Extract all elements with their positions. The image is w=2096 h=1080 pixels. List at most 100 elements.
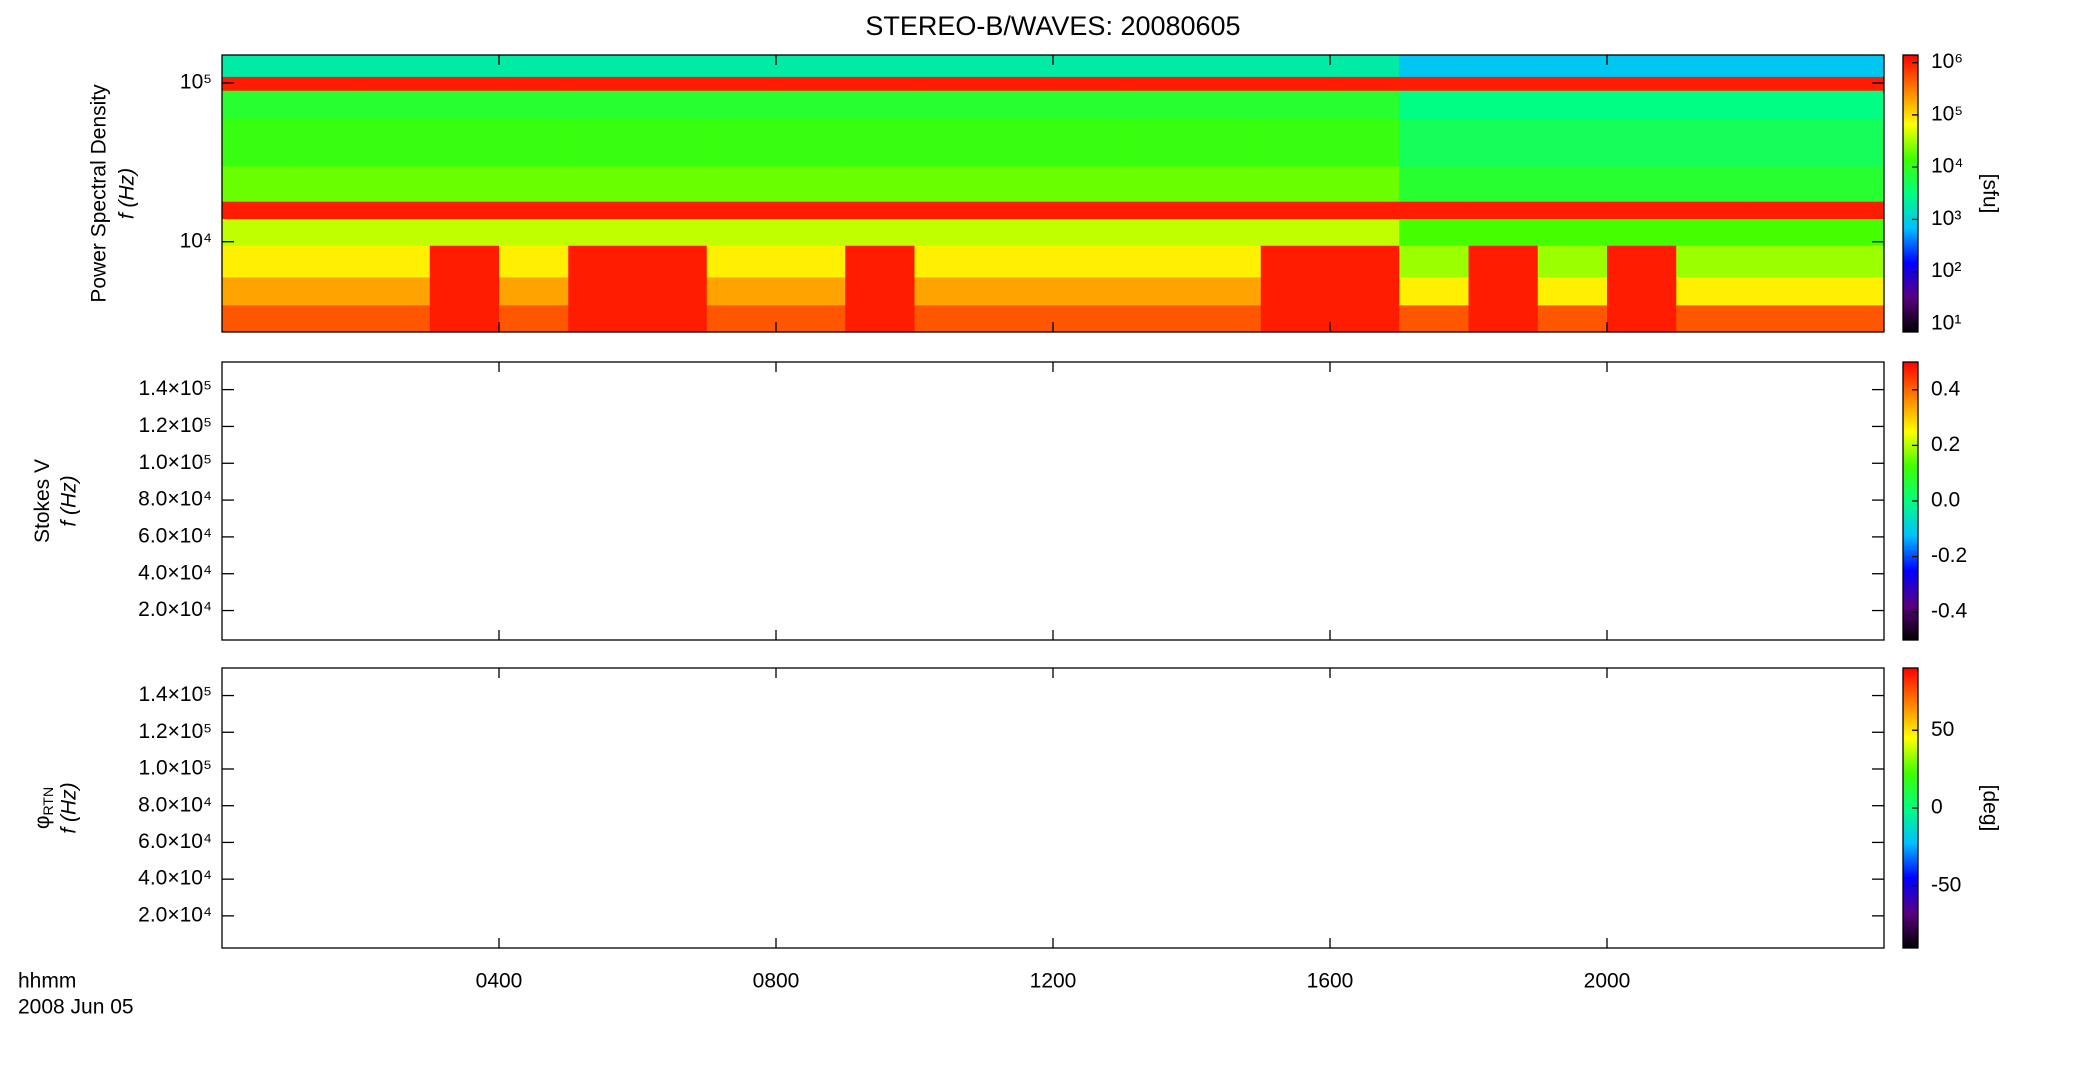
heatmap-cell: [776, 201, 846, 220]
heatmap-cell: [1814, 165, 1885, 202]
heatmap-cell: [1745, 245, 1816, 278]
heatmap-cell: [914, 90, 985, 119]
heatmap-cell: [360, 76, 431, 91]
heatmap-cell: [360, 90, 431, 119]
heatmap-cell: [914, 201, 985, 220]
heatmap-cell: [1676, 55, 1746, 77]
quantity-label: Power Spectral Density: [88, 84, 111, 303]
heatmap-cell: [706, 55, 777, 77]
quantity-subscript: RTN: [40, 787, 56, 816]
heatmap-cell: [1607, 218, 1677, 246]
y-axis-title: f (Hz): [116, 168, 139, 219]
heatmap-cell: [1537, 304, 1608, 333]
chart-title: STEREO-B/WAVES: 20080605: [865, 11, 1240, 41]
heatmap-cell: [1745, 90, 1816, 119]
heatmap-cell: [568, 165, 638, 202]
heatmap-cell: [1191, 304, 1262, 333]
heatmap-cell: [637, 304, 708, 333]
y-tick-label: 1.2×10⁵: [138, 414, 212, 437]
y-tick-label: 2.0×10⁴: [138, 903, 212, 926]
heatmap-cell: [1399, 90, 1469, 119]
heatmap-cell: [1607, 55, 1677, 77]
heatmap-cell: [1468, 201, 1539, 220]
heatmap-cell: [637, 245, 708, 278]
heatmap-cell: [1468, 276, 1539, 306]
heatmap-cell: [429, 55, 500, 77]
heatmap-cell: [1191, 245, 1262, 278]
heatmap-cell: [776, 165, 846, 202]
heatmap-cell: [776, 245, 846, 278]
heatmap-cell: [1191, 90, 1262, 119]
colorbar: [1902, 54, 1919, 333]
y-tick-label: 10⁵: [180, 71, 212, 94]
heatmap-cell: [914, 218, 985, 246]
heatmap-cell: [568, 90, 638, 119]
heatmap-cell: [1468, 76, 1539, 91]
colorbar-tick-label: 0.2: [1931, 433, 1960, 456]
heatmap-cell: [222, 118, 292, 167]
heatmap-cell: [1399, 118, 1469, 167]
heatmap-cell: [1191, 76, 1262, 91]
heatmap-cell: [845, 201, 915, 220]
x-tick-label: 2000: [1584, 970, 1631, 993]
heatmap-cell: [1399, 304, 1469, 333]
heatmap-cell: [1122, 118, 1192, 167]
heatmap-cell: [360, 276, 431, 306]
heatmap-cell: [1814, 304, 1885, 333]
plot-frame: [221, 361, 1885, 641]
heatmap-cell: [1607, 245, 1677, 278]
heatmap-cell: [1122, 90, 1192, 119]
heatmap-cell: [499, 201, 569, 220]
heatmap-cell: [845, 276, 915, 306]
heatmap-cell: [429, 304, 500, 333]
x-tick-label: 0400: [476, 970, 523, 993]
heatmap-cell: [637, 218, 708, 246]
heatmap-cell: [1676, 245, 1746, 278]
heatmap-cell: [1053, 76, 1123, 91]
heatmap-cell: [1260, 276, 1331, 306]
quantity-symbol: φ: [31, 815, 54, 829]
heatmap-cell: [568, 304, 638, 333]
heatmap-cell: [1607, 90, 1677, 119]
heatmap-cell: [1053, 55, 1123, 77]
heatmap-cell: [568, 118, 638, 167]
heatmap-cell: [222, 55, 292, 77]
heatmap-cell: [1122, 245, 1192, 278]
heatmap-cell: [1814, 201, 1885, 220]
heatmap-cell: [360, 218, 431, 246]
heatmap-cell: [1399, 218, 1469, 246]
heatmap-cell: [914, 165, 985, 202]
heatmap-cell: [1607, 165, 1677, 202]
y-axis-title: f (Hz): [58, 475, 81, 526]
heatmap-cell: [1053, 90, 1123, 119]
y-tick-label: 4.0×10⁴: [138, 561, 212, 584]
heatmap-cell: [706, 245, 777, 278]
heatmap-cell: [1053, 276, 1123, 306]
colorbar-tick-label: 10⁵: [1931, 102, 1963, 125]
heatmap-cell: [360, 304, 431, 333]
heatmap-cell: [1607, 201, 1677, 220]
heatmap-cell: [1330, 276, 1400, 306]
y-axis-title: f (Hz): [58, 782, 81, 833]
heatmap-cell: [429, 201, 500, 220]
heatmap-cell: [1676, 304, 1746, 333]
y-tick-label: 1.4×10⁵: [138, 377, 212, 400]
heatmap-cell: [1122, 76, 1192, 91]
heatmap-cell: [429, 76, 500, 91]
heatmap-cell: [291, 245, 361, 278]
heatmap-cell: [1745, 304, 1816, 333]
heatmap-cell: [706, 118, 777, 167]
heatmap-cell: [776, 90, 846, 119]
heatmap-cell: [1260, 245, 1331, 278]
heatmap-cell: [914, 55, 985, 77]
heatmap-cell: [983, 165, 1054, 202]
colorbar-tick-label: 10³: [1931, 207, 1961, 230]
heatmap-cell: [637, 118, 708, 167]
heatmap-cell: [983, 218, 1054, 246]
heatmap-cell: [568, 55, 638, 77]
heatmap-cell: [776, 118, 846, 167]
colorbar-tick-label: 10⁶: [1931, 50, 1963, 73]
heatmap-cell: [1814, 276, 1885, 306]
heatmap-cell: [845, 245, 915, 278]
heatmap-cell: [845, 55, 915, 77]
